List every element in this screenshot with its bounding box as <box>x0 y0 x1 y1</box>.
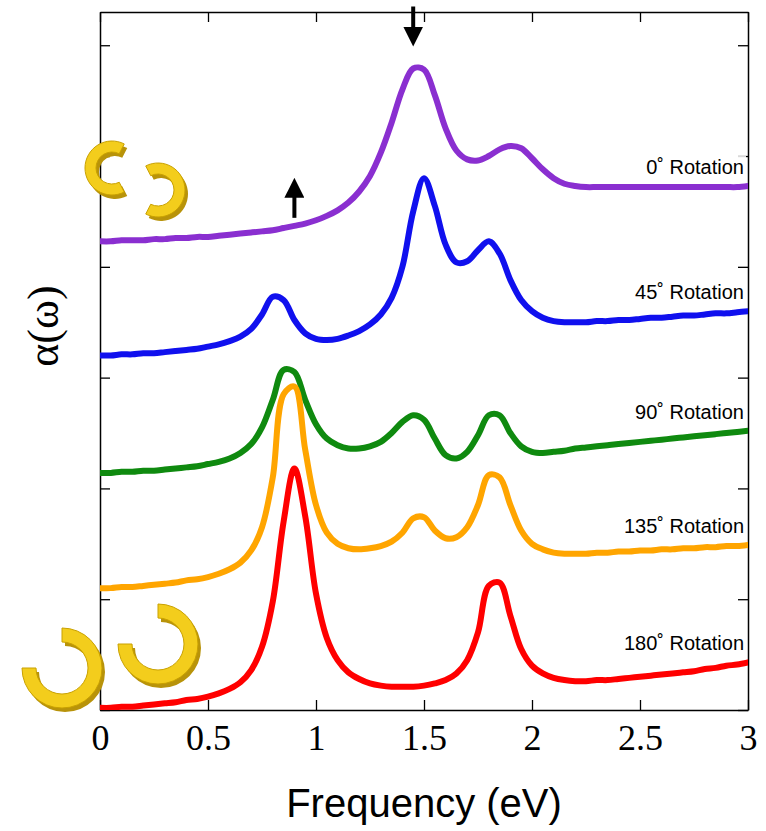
ring <box>22 628 102 708</box>
x-axis: 0 0.5 1 1.5 2 2.5 3 <box>92 700 758 758</box>
x-axis-top <box>101 12 749 22</box>
y-axis-right-tick-mark <box>738 267 748 268</box>
y-axis-right-tick-mark <box>738 710 748 711</box>
series-line <box>100 68 748 242</box>
x-axis-top-tick-mark <box>208 12 209 22</box>
y-axis-right-tick-mark <box>738 488 748 489</box>
y-axis-title: α(ω) <box>19 285 68 366</box>
x-axis-top-tick-mark <box>316 12 317 22</box>
y-axis-tick-mark <box>100 599 110 600</box>
y-axis-tick-mark <box>100 488 110 489</box>
series-label: 135˚ Rotation <box>624 515 744 537</box>
x-axis-tick: 2 <box>524 700 542 758</box>
series-line <box>100 369 748 473</box>
x-axis-tick: 0.5 <box>186 700 231 758</box>
x-axis-tick-mark <box>532 700 533 710</box>
y-axis-tick-mark <box>100 710 110 711</box>
series-label: 180˚ Rotation <box>624 632 744 654</box>
ring <box>85 141 124 195</box>
y-axis-right-tick-mark <box>738 599 748 600</box>
x-axis-tick-label: 1 <box>308 718 326 758</box>
ring <box>146 163 185 217</box>
y-axis-right-tick <box>738 378 748 379</box>
series-line <box>100 386 748 588</box>
x-axis-tick-label: 2.5 <box>618 718 663 758</box>
y-axis-right-tick <box>738 599 748 600</box>
y-axis-right-tick <box>738 488 748 489</box>
chart: 0 0.5 1 1.5 2 2.5 3 0˚ Rotation 45˚ Rotation 90˚ … <box>0 0 766 831</box>
ring-icons <box>22 141 201 712</box>
x-axis-tick: 1.5 <box>402 700 447 758</box>
x-axis-tick-mark <box>208 700 209 710</box>
y-axis-line <box>100 13 102 711</box>
x-axis-top-tick <box>316 12 317 22</box>
series-label: 0˚ Rotation <box>646 156 744 178</box>
y-axis-tick <box>100 267 110 268</box>
y-axis-tick-mark <box>100 45 110 46</box>
y-axis-tick-mark <box>100 267 110 268</box>
x-axis-top-tick <box>532 12 533 22</box>
series-line <box>100 178 748 355</box>
x-axis-tick: 2.5 <box>618 700 663 758</box>
label-backdrop <box>622 632 746 654</box>
y-axis-right-tick <box>738 45 748 46</box>
y-axis-tick-mark <box>100 377 110 378</box>
label-backdrop <box>622 515 746 537</box>
x-axis-top-tick-mark <box>640 12 641 22</box>
x-axis-tick-label: 0.5 <box>186 718 231 758</box>
y-axis-tick <box>100 45 110 46</box>
y-axis-right-tick-mark <box>738 45 748 46</box>
x-axis-tick-label: 0 <box>92 718 110 758</box>
lines <box>100 68 748 708</box>
x-axis-tick-mark <box>316 700 317 710</box>
series-label: 45˚ Rotation <box>635 281 744 303</box>
x-axis-tick-label: 2 <box>524 718 542 758</box>
y-axis-tick <box>100 710 110 711</box>
y-axis-tick <box>100 488 110 489</box>
y-axis-right-line <box>748 13 750 711</box>
x-axis-tick: 1 <box>308 700 326 758</box>
y-axis-tick <box>100 599 110 600</box>
y-axis-right-tick <box>738 710 748 711</box>
label-backdrop <box>644 156 746 178</box>
x-axis-top-tick-mark <box>424 12 425 22</box>
label-backdrop <box>633 401 746 423</box>
series-line <box>100 468 748 707</box>
y-axis <box>100 13 110 711</box>
series-label: 90˚ Rotation <box>635 401 744 423</box>
arrows <box>294 7 413 218</box>
label-backdrop <box>633 281 746 303</box>
ring <box>118 604 198 684</box>
x-axis-top-tick <box>640 12 641 22</box>
y-axis-right-tick <box>738 267 748 268</box>
x-axis-tick-label: 3 <box>740 718 758 758</box>
x-axis-tick-label: 1.5 <box>402 718 447 758</box>
arrow-down <box>411 7 415 37</box>
arrow-up <box>292 188 296 218</box>
y-axis-right-tick-mark <box>738 377 748 378</box>
x-axis-top-tick-mark <box>532 12 533 22</box>
y-axis-tick <box>100 378 110 379</box>
x-axis-top-tick <box>424 12 425 22</box>
series-labels: 0˚ Rotation 45˚ Rotation 90˚ Rotation 135˚ … <box>622 156 746 654</box>
x-axis-tick-mark <box>424 700 425 710</box>
x-axis-title: Frequency (eV) <box>286 781 562 825</box>
plot: 0 0.5 1 1.5 2 2.5 3 0˚ Rotation 45˚ Rotation 90˚ … <box>92 7 758 758</box>
x-axis-top-tick <box>208 12 209 22</box>
y-axis-right <box>738 13 749 711</box>
x-axis-tick-mark <box>640 700 641 710</box>
